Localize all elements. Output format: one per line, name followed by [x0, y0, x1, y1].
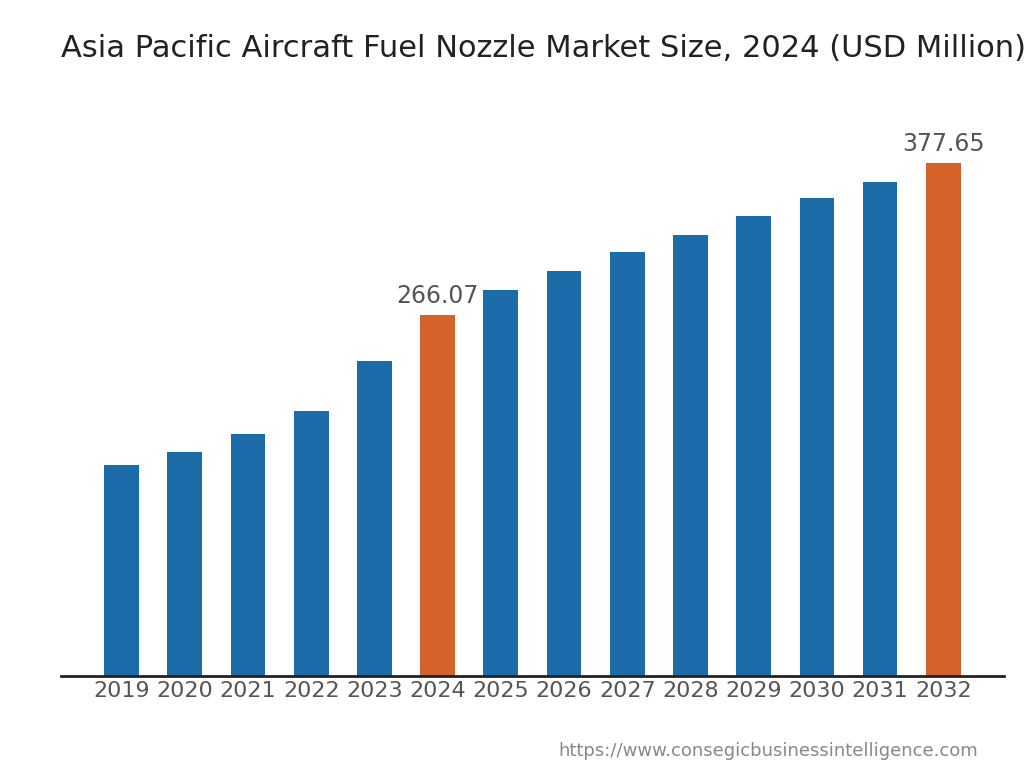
Bar [168, 452, 202, 676]
Bar [736, 216, 771, 676]
Text: 377.65: 377.65 [902, 132, 985, 157]
Bar [926, 164, 961, 676]
Bar [863, 182, 897, 676]
Text: https://www.consegicbusinessintelligence.com: https://www.consegicbusinessintelligence… [558, 743, 978, 760]
Bar [357, 361, 392, 676]
Bar [420, 315, 455, 676]
Bar [673, 235, 708, 676]
Bar [610, 253, 645, 676]
Bar [483, 290, 518, 676]
Bar [294, 411, 329, 676]
Bar [230, 434, 265, 676]
Text: Asia Pacific Aircraft Fuel Nozzle Market Size, 2024 (USD Million): Asia Pacific Aircraft Fuel Nozzle Market… [61, 35, 1024, 64]
Text: 266.07: 266.07 [396, 284, 479, 308]
Bar [547, 271, 582, 676]
Bar [800, 198, 835, 676]
Bar [104, 465, 139, 676]
